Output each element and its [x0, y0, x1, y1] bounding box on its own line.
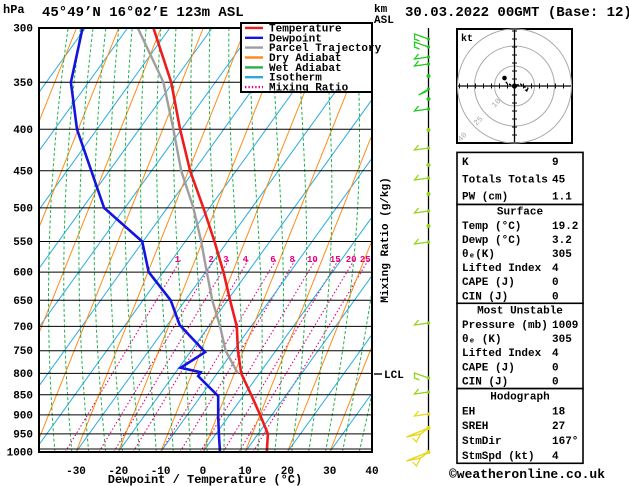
svg-text:167°: 167°: [552, 436, 578, 448]
svg-text:600: 600: [13, 268, 33, 280]
svg-text:ASL: ASL: [374, 15, 394, 27]
svg-text:40: 40: [365, 466, 378, 478]
svg-text:θₑ(K): θₑ(K): [462, 249, 495, 261]
svg-text:1.1: 1.1: [552, 192, 572, 204]
svg-text:0: 0: [552, 277, 559, 289]
svg-text:6: 6: [270, 255, 275, 265]
svg-text:400: 400: [13, 125, 33, 137]
svg-text:550: 550: [13, 237, 33, 249]
svg-text:K: K: [462, 157, 469, 169]
svg-text:LCL: LCL: [384, 370, 404, 382]
svg-text:450: 450: [13, 166, 33, 178]
svg-text:kt: kt: [461, 33, 473, 45]
svg-text:EH: EH: [462, 406, 475, 418]
svg-text:4: 4: [552, 451, 559, 463]
svg-text:15: 15: [330, 255, 341, 265]
svg-text:2: 2: [208, 255, 213, 265]
svg-text:0: 0: [552, 362, 559, 374]
svg-text:Dewpoint / Temperature (°C): Dewpoint / Temperature (°C): [108, 473, 302, 486]
svg-text:CAPE (J): CAPE (J): [462, 277, 515, 289]
svg-text:45: 45: [552, 174, 566, 186]
svg-text:25: 25: [360, 255, 371, 265]
svg-text:0: 0: [552, 377, 559, 389]
svg-text:θₑ (K): θₑ (K): [462, 334, 502, 346]
svg-text:Mixing Ratio: Mixing Ratio: [269, 83, 349, 95]
svg-text:9: 9: [552, 157, 559, 169]
svg-text:20: 20: [346, 255, 357, 265]
svg-text:StmSpd (kt): StmSpd (kt): [462, 451, 535, 463]
svg-text:10: 10: [307, 255, 318, 265]
svg-text:Lifted Index: Lifted Index: [462, 263, 542, 275]
svg-text:950: 950: [13, 429, 33, 441]
svg-text:4: 4: [552, 263, 559, 275]
svg-text:45°49’N 16°02’E 123m ASL: 45°49’N 16°02’E 123m ASL: [42, 5, 244, 21]
svg-text:Most Unstable: Most Unstable: [477, 306, 563, 318]
svg-text:Temp (°C): Temp (°C): [462, 221, 521, 233]
svg-text:19.2: 19.2: [552, 221, 578, 233]
svg-text:305: 305: [552, 249, 572, 261]
svg-text:500: 500: [13, 203, 33, 215]
svg-text:305: 305: [552, 334, 572, 346]
svg-text:700: 700: [13, 322, 33, 334]
svg-text:900: 900: [13, 410, 33, 422]
svg-text:350: 350: [13, 78, 33, 90]
svg-text:CIN (J): CIN (J): [462, 291, 508, 303]
svg-text:850: 850: [13, 390, 33, 402]
svg-text:650: 650: [13, 296, 33, 308]
svg-text:0: 0: [552, 291, 559, 303]
svg-text:750: 750: [13, 346, 33, 358]
svg-text:3: 3: [223, 255, 228, 265]
svg-text:CIN (J): CIN (J): [462, 377, 508, 389]
svg-text:Hodograph: Hodograph: [490, 391, 549, 403]
svg-text:3.2: 3.2: [552, 235, 572, 247]
svg-text:Lifted Index: Lifted Index: [462, 348, 542, 360]
svg-text:PW (cm): PW (cm): [462, 192, 508, 204]
svg-text:8: 8: [289, 255, 294, 265]
svg-text:30.03.2022 00GMT (Base: 12): 30.03.2022 00GMT (Base: 12): [405, 5, 629, 21]
svg-text:Totals Totals: Totals Totals: [462, 174, 548, 186]
svg-text:18: 18: [552, 406, 566, 418]
svg-text:Dewp (°C): Dewp (°C): [462, 235, 521, 247]
svg-text:Pressure (mb): Pressure (mb): [462, 320, 548, 332]
svg-text:©weatheronline.co.uk: ©weatheronline.co.uk: [449, 467, 605, 482]
svg-text:Mixing Ratio (g/kg): Mixing Ratio (g/kg): [380, 177, 392, 302]
svg-text:300: 300: [13, 24, 33, 36]
svg-text:hPa: hPa: [3, 3, 25, 17]
svg-text:1009: 1009: [552, 320, 578, 332]
svg-text:SREH: SREH: [462, 421, 488, 433]
svg-text:Surface: Surface: [497, 207, 544, 219]
svg-text:-30: -30: [66, 466, 86, 478]
svg-text:1: 1: [175, 255, 181, 265]
svg-text:800: 800: [13, 369, 33, 381]
svg-text:CAPE (J): CAPE (J): [462, 362, 515, 374]
svg-text:4: 4: [552, 348, 559, 360]
svg-text:30: 30: [323, 466, 336, 478]
svg-text:StmDir: StmDir: [462, 436, 502, 448]
svg-text:27: 27: [552, 421, 565, 433]
svg-text:1000: 1000: [7, 448, 33, 460]
svg-text:4: 4: [243, 255, 249, 265]
